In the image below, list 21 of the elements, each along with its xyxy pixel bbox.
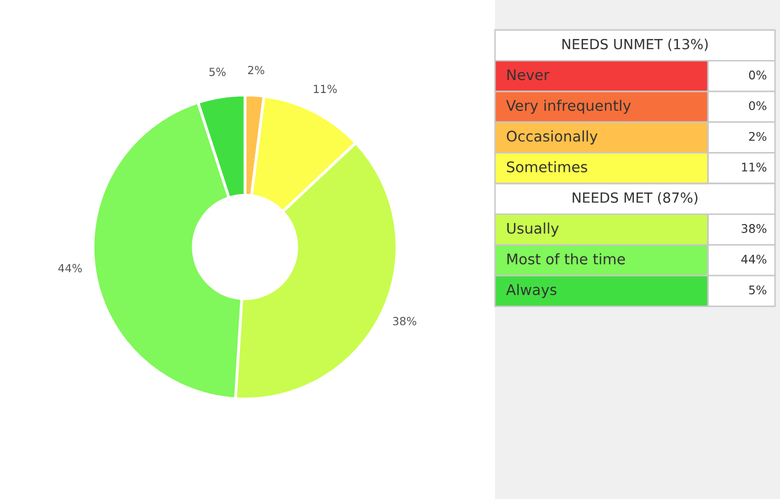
text: 2% xyxy=(749,132,766,141)
text: 0% xyxy=(749,70,766,80)
legend-label: Never xyxy=(507,69,550,80)
text: 0% xyxy=(749,101,766,110)
text: 11% xyxy=(742,162,766,172)
data-label: 38% xyxy=(393,316,416,326)
text: 44% xyxy=(741,254,766,264)
legend-label: Always xyxy=(506,284,556,298)
data-label: 2% xyxy=(248,66,264,74)
text: NEEDS MET (87%) xyxy=(572,192,698,205)
text: 5% xyxy=(749,285,766,294)
legend-label: Usually xyxy=(507,222,559,237)
text: 38% xyxy=(742,224,766,233)
legend-label: Very infrequently xyxy=(506,100,631,114)
data-label: 11% xyxy=(314,84,337,94)
text: NEEDS UNMET (13%) xyxy=(562,38,708,52)
legend-label: Sometimes xyxy=(506,161,588,172)
data-label: 44% xyxy=(58,264,82,272)
legend-label: Most of the time xyxy=(507,253,625,264)
legend-label: Occasionally xyxy=(506,130,598,145)
data-label: 5% xyxy=(209,68,226,76)
